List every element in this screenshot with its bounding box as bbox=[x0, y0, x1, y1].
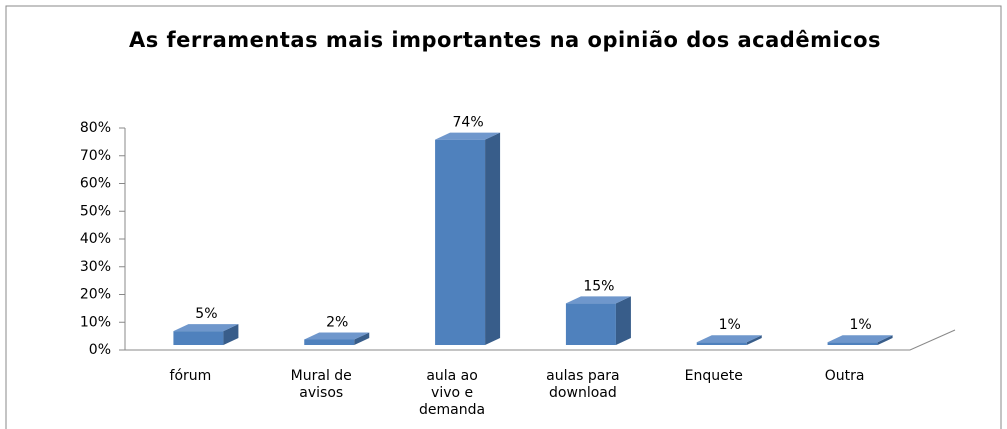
y-tick-label: 0% bbox=[89, 342, 111, 358]
x-tick-label: Enquete bbox=[684, 368, 743, 384]
x-tick-label: aula ao vivo e demanda bbox=[419, 368, 486, 418]
bar-top bbox=[173, 324, 239, 332]
x-tick-label: fórum bbox=[169, 368, 212, 384]
chart-title: As ferramentas mais importantes na opini… bbox=[129, 28, 881, 52]
x-tick-label: aulas para download bbox=[546, 368, 620, 401]
value-label: 5% bbox=[195, 306, 217, 322]
y-tick-label: 50% bbox=[80, 203, 111, 219]
bar-top bbox=[304, 332, 370, 340]
bar bbox=[696, 342, 747, 345]
bar-side bbox=[354, 332, 370, 345]
y-tick-label: 30% bbox=[80, 259, 111, 275]
x-tick-label: Mural de avisos bbox=[290, 368, 352, 401]
x-tick-label: Outra bbox=[824, 368, 865, 384]
value-label: 74% bbox=[453, 115, 484, 131]
bar bbox=[565, 303, 616, 345]
bar-side bbox=[746, 335, 762, 345]
y-tick-label: 10% bbox=[80, 314, 111, 330]
y-tick-label: 70% bbox=[80, 148, 111, 164]
y-tick-label: 40% bbox=[80, 231, 111, 247]
y-tick-label: 60% bbox=[80, 176, 111, 192]
bar-side bbox=[877, 335, 893, 345]
bar bbox=[304, 339, 355, 345]
bar bbox=[827, 342, 878, 345]
value-label: 1% bbox=[719, 317, 741, 333]
floor bbox=[125, 329, 956, 351]
y-tick-label: 20% bbox=[80, 287, 111, 303]
bar-side bbox=[485, 132, 501, 345]
bar bbox=[173, 331, 224, 345]
chart-border bbox=[5, 5, 1002, 429]
value-label: 2% bbox=[326, 314, 348, 330]
bar-side bbox=[223, 324, 239, 345]
y-tick-label: 80% bbox=[80, 120, 111, 136]
value-label: 1% bbox=[849, 317, 871, 333]
bar-side bbox=[615, 296, 631, 345]
bar-top bbox=[565, 296, 631, 304]
bar-top bbox=[696, 335, 762, 343]
bar-top bbox=[827, 335, 893, 343]
bar-top bbox=[435, 132, 501, 140]
bar bbox=[435, 139, 486, 345]
value-label: 15% bbox=[583, 278, 614, 294]
